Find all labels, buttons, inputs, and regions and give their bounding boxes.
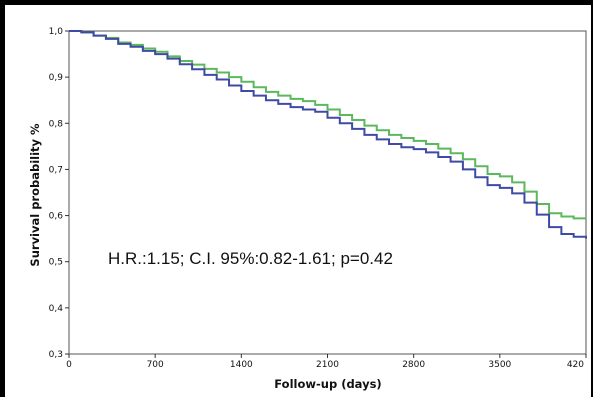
- y-tick-label: 0,5: [49, 258, 63, 268]
- x-tick-label: 1400: [230, 360, 253, 370]
- x-tick-label: 700: [147, 360, 164, 370]
- hazard-ratio-annotation: H.R.:1.15; C.I. 95%:0.82-1.61; p=0.42: [108, 249, 393, 268]
- plot-area: [68, 30, 587, 355]
- survival-curve-2: [69, 30, 587, 239]
- y-tick-label: 0,6: [49, 212, 64, 222]
- series-layer: [69, 30, 587, 239]
- x-tick-label: 2800: [402, 360, 425, 370]
- y-axis-ticks: 0,3 0,4 0,5 0,6 0,7 0,8 0,9 1,0: [49, 27, 69, 360]
- survival-curve-1: [69, 30, 586, 220]
- x-tick-label: 3500: [488, 360, 511, 370]
- y-tick-label: 0,4: [49, 304, 64, 314]
- y-tick-label: 0,7: [49, 165, 63, 175]
- x-axis-ticks: 0 700 1400 2100 2800 3500 420: [66, 354, 587, 370]
- x-tick-label: 2100: [316, 360, 339, 370]
- plot-border: [68, 30, 587, 355]
- x-axis-title: Follow-up (days): [274, 377, 381, 391]
- y-tick-label: 1,0: [49, 27, 64, 37]
- y-tick-label: 0,3: [49, 350, 63, 360]
- y-tick-label: 0,9: [49, 73, 64, 83]
- y-axis-title: Survival probability %: [28, 123, 42, 267]
- x-tick-label: 0: [66, 360, 72, 370]
- x-tick-label: 420: [567, 360, 584, 370]
- y-tick-label: 0,8: [49, 119, 64, 129]
